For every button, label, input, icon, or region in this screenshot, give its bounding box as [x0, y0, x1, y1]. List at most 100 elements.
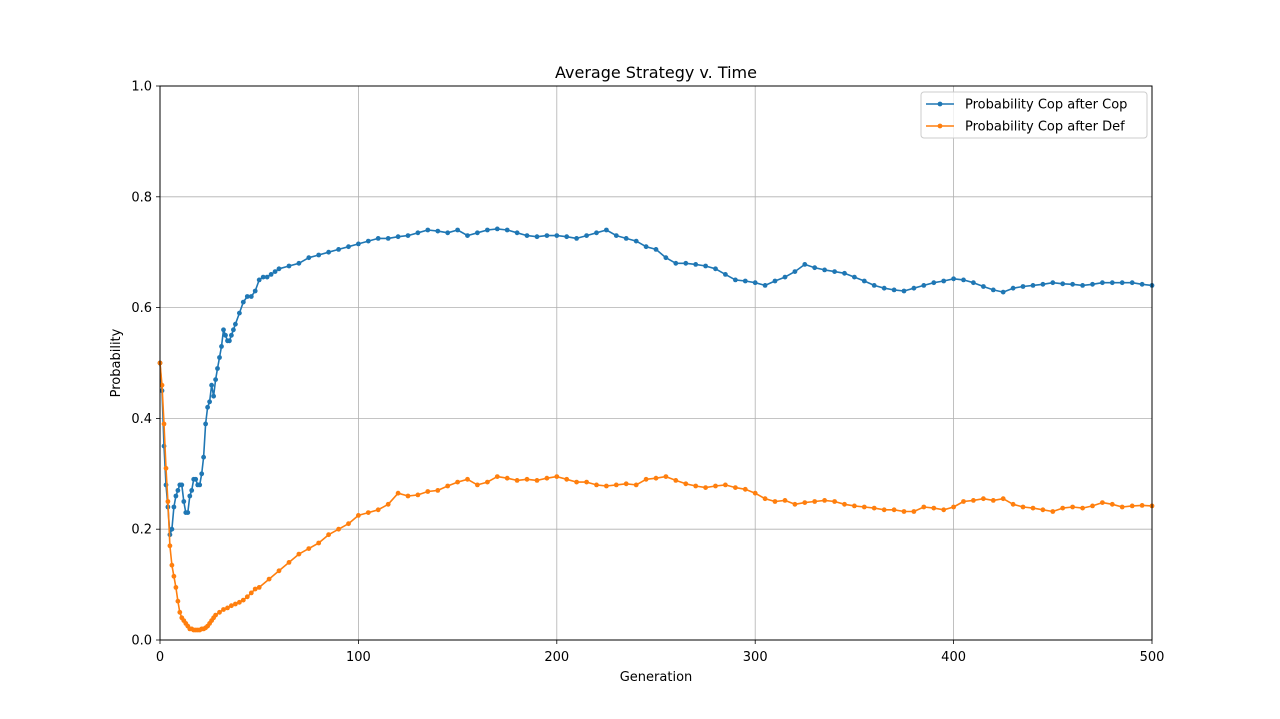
x-axis-label: Generation [620, 670, 693, 685]
data-point [221, 327, 226, 333]
data-point [534, 234, 540, 240]
data-point [931, 280, 937, 286]
data-point [395, 490, 401, 496]
data-point [941, 507, 947, 513]
legend-entry: Probability Cop after Def [926, 120, 1125, 135]
data-point [673, 260, 679, 266]
data-point [713, 483, 718, 489]
data-point [1100, 500, 1105, 505]
data-point [465, 476, 470, 482]
y-tick-label: 0.0 [131, 634, 152, 649]
series-layer [157, 226, 1155, 633]
x-tick-label: 400 [941, 650, 966, 665]
data-point [1050, 509, 1056, 514]
data-point [217, 609, 222, 615]
data-point [233, 321, 238, 327]
data-point [346, 521, 351, 527]
data-point [504, 227, 510, 233]
data-point [703, 263, 708, 269]
data-point [215, 366, 220, 371]
data-point [574, 479, 579, 485]
data-point [161, 421, 167, 427]
data-point [852, 274, 857, 280]
data-point [921, 283, 927, 288]
data-point [435, 228, 441, 234]
data-point [524, 233, 530, 239]
data-point [221, 607, 226, 612]
data-point [356, 241, 361, 247]
data-point [237, 599, 242, 605]
data-point [693, 262, 699, 267]
data-point [197, 482, 203, 488]
data-point [455, 227, 460, 233]
data-point [723, 272, 728, 277]
data-point [604, 483, 609, 489]
data-point [990, 287, 996, 293]
data-point [237, 310, 242, 316]
data-point [663, 474, 669, 479]
y-tick-label: 1.0 [131, 80, 152, 95]
data-point [385, 501, 391, 507]
series-2 [157, 360, 1155, 633]
data-point [1060, 281, 1066, 287]
data-point [365, 510, 371, 515]
data-point [951, 276, 956, 282]
data-point [802, 262, 808, 267]
data-point [171, 573, 177, 579]
data-point [326, 249, 331, 255]
data-point [1060, 505, 1066, 511]
data-point [248, 294, 254, 299]
data-point [981, 284, 986, 289]
legend-label: Probability Cop after Cop [965, 98, 1127, 113]
data-point [683, 481, 689, 487]
data-point [306, 255, 312, 261]
data-point [584, 233, 589, 239]
legend-marker [937, 101, 943, 107]
data-point [435, 488, 441, 493]
data-point [375, 507, 381, 513]
data-point [1020, 284, 1026, 289]
data-point [425, 227, 431, 233]
x-tick-label: 100 [346, 650, 371, 665]
data-point [306, 546, 312, 551]
data-point [213, 377, 219, 382]
data-point [1070, 281, 1075, 287]
data-point [346, 244, 351, 250]
data-point [229, 603, 234, 609]
legend-box [920, 91, 1148, 139]
data-point [584, 479, 589, 485]
data-point [1090, 281, 1095, 287]
data-point [336, 526, 341, 532]
x-tick-label: 500 [1140, 650, 1165, 665]
data-point [891, 507, 897, 513]
data-point [881, 285, 887, 291]
data-point [405, 233, 411, 239]
data-point [1010, 285, 1016, 291]
data-point [211, 393, 217, 399]
data-point [812, 499, 818, 504]
data-point [201, 454, 207, 460]
data-point [177, 609, 183, 615]
data-point [260, 274, 266, 280]
data-point [852, 503, 857, 509]
data-point [485, 479, 490, 485]
data-point [663, 255, 669, 261]
data-point [623, 481, 629, 487]
data-point [643, 476, 649, 482]
data-point [193, 476, 199, 482]
data-point [405, 493, 411, 499]
data-point [861, 504, 867, 510]
data-point [171, 504, 177, 510]
data-point [633, 238, 639, 244]
legend-entry: Probability Cop after Cop [926, 98, 1127, 113]
data-point [175, 598, 181, 604]
data-point [231, 327, 236, 333]
data-point [213, 612, 219, 618]
data-point [742, 486, 748, 492]
y-tick-label: 0.6 [131, 301, 152, 316]
data-point [207, 399, 213, 405]
data-point [504, 475, 510, 481]
data-point [219, 344, 224, 349]
data-point [693, 483, 699, 489]
